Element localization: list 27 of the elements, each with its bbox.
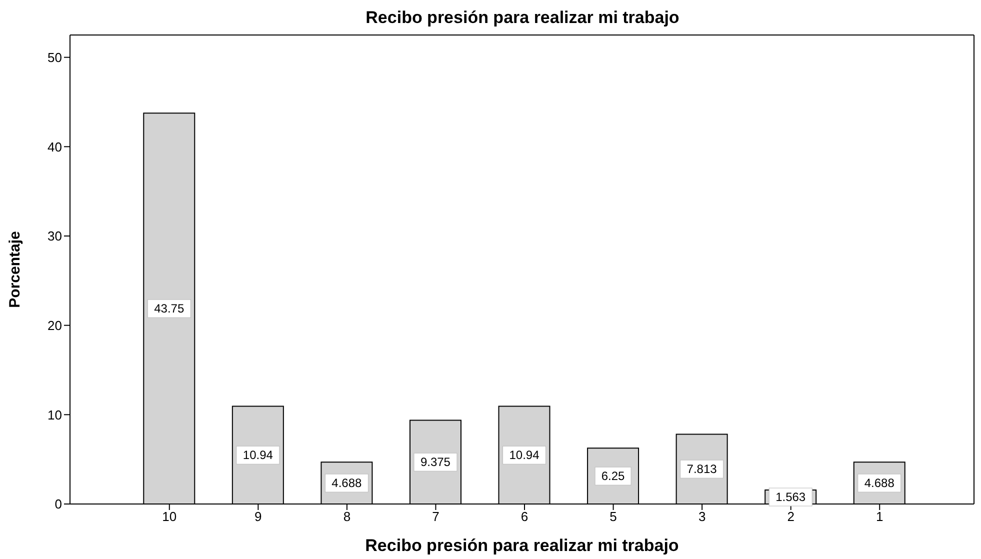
x-tick-label: 7 — [432, 509, 440, 524]
y-tick-label: 50 — [48, 50, 62, 65]
y-tick-label: 40 — [48, 139, 62, 154]
x-tick-label: 1 — [876, 509, 884, 524]
x-tick-label: 10 — [162, 509, 177, 524]
data-label: 10.94 — [242, 448, 274, 462]
y-tick-label: 20 — [48, 318, 62, 333]
data-label: 4.688 — [864, 476, 895, 490]
x-tick-label: 3 — [698, 509, 706, 524]
data-label: 9.375 — [420, 455, 451, 470]
data-label: 4.688 — [332, 476, 362, 490]
x-tick-label: 2 — [787, 509, 794, 524]
y-tick-label: 10 — [48, 407, 62, 422]
x-tick-label: 5 — [610, 509, 617, 524]
data-label: 43.75 — [154, 302, 184, 316]
chart-title: Recibo presión para realizar mi trabajo — [364, 8, 680, 28]
x-tick-label: 8 — [343, 509, 351, 524]
x-tick-label: 9 — [254, 509, 262, 524]
data-label: 7.813 — [686, 462, 718, 476]
y-tick-label: 0 — [54, 496, 62, 512]
y-tick-label: 30 — [48, 228, 62, 244]
data-label: 10.94 — [509, 448, 540, 462]
y-axis-title: Porcentaje — [6, 231, 24, 308]
x-tick-label: 6 — [520, 509, 528, 524]
data-label: 6.25 — [601, 469, 626, 484]
data-label: 1.563 — [776, 490, 806, 504]
x-axis-title: Recibo presión para realizar mi trabajo — [365, 536, 679, 555]
